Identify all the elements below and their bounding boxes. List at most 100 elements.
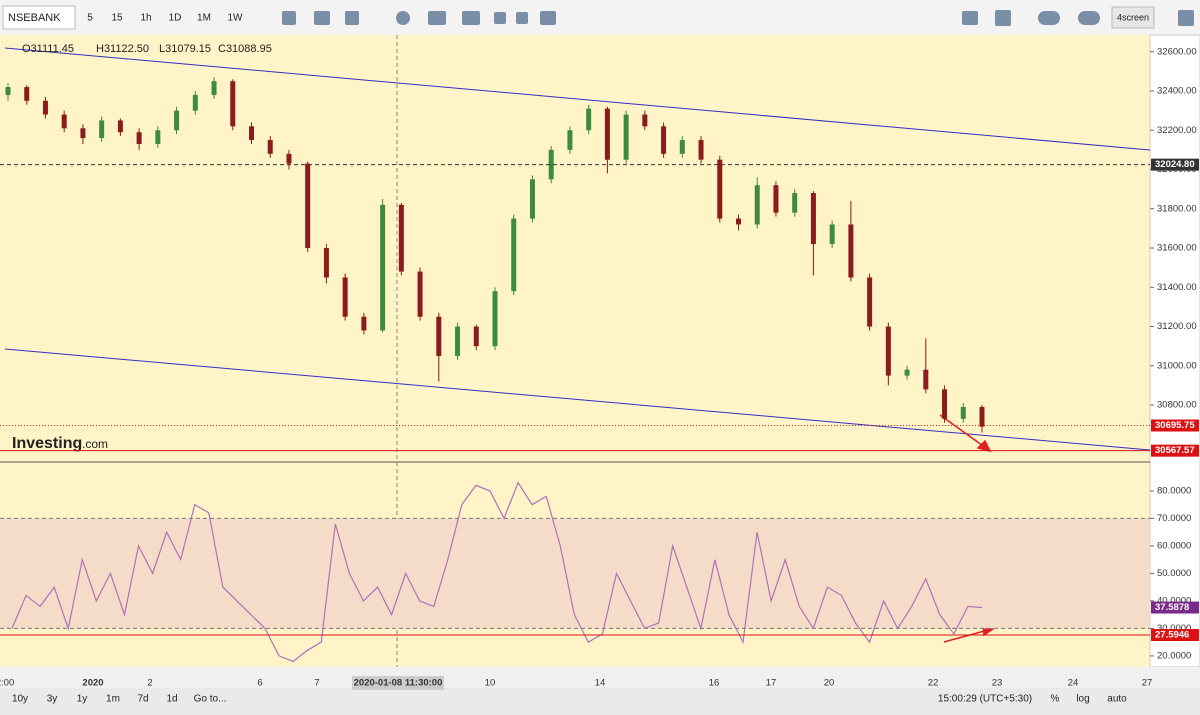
range-button[interactable]: 1m (106, 694, 120, 705)
candle-body (42, 100, 48, 115)
interval-button[interactable]: 5 (87, 13, 93, 24)
y-tick-label: 40.0000 (1157, 595, 1191, 606)
x-tick-label: 2 (147, 678, 152, 689)
range-button[interactable]: 3y (47, 694, 58, 705)
candle-body (136, 132, 142, 144)
interval-button[interactable]: 1D (169, 13, 182, 24)
scale-button[interactable]: % (1051, 694, 1060, 705)
scale-button[interactable]: log (1076, 694, 1089, 705)
candle-body (417, 271, 423, 317)
candle-body (99, 120, 105, 139)
x-tick-label: 6 (257, 678, 262, 689)
candle-body (754, 185, 760, 225)
range-button[interactable]: 7d (137, 694, 148, 705)
bottom-toolbar (0, 688, 1200, 715)
candle-body (529, 179, 535, 219)
interval-button[interactable]: 1W (228, 13, 244, 24)
range-button[interactable]: 10y (12, 694, 28, 705)
scale-button[interactable]: auto (1107, 694, 1127, 705)
range-button[interactable]: 1d (166, 694, 177, 705)
candle-body (230, 81, 236, 127)
price-label-box (1151, 629, 1199, 642)
candle-body (80, 128, 86, 139)
candle-body (942, 389, 948, 419)
candle-body (436, 316, 442, 356)
price-axis (1149, 34, 1200, 668)
x-tick-label: 14 (595, 678, 606, 689)
y-tick-label: 32600.00 (1157, 46, 1197, 57)
watermark: Investing (12, 435, 82, 452)
ohlc-value: O31111.45 (22, 43, 74, 55)
interval-button[interactable]: 1h (140, 13, 151, 24)
candle-body (192, 94, 198, 111)
candle-body (904, 369, 910, 376)
y-tick-label: 70.0000 (1157, 513, 1191, 524)
candle-body (736, 218, 741, 225)
candle-body (923, 369, 929, 390)
candle-body (679, 140, 685, 154)
candle-body (885, 326, 891, 376)
y-tick-label: 31200.00 (1157, 321, 1197, 332)
candle-body (155, 130, 161, 144)
y-tick-label: 32400.00 (1157, 86, 1197, 97)
y-tick-label: 30800.00 (1157, 400, 1197, 411)
x-tick-label: 10 (485, 678, 496, 689)
x-tick-label: 7 (314, 678, 319, 689)
symbol[interactable]: NSEBANK (8, 12, 61, 24)
candle-body (24, 87, 30, 101)
price-label-box (1151, 601, 1199, 614)
symbol-box[interactable] (2, 5, 76, 30)
x-tick-label: 23 (992, 678, 1003, 689)
x-tick-label: 16 (709, 678, 720, 689)
screens[interactable]: 4screen (1117, 12, 1149, 22)
price-pane (0, 35, 1150, 462)
candle-body (61, 114, 67, 129)
candle-body (342, 277, 348, 317)
screens-box[interactable] (1111, 6, 1155, 29)
y-tick-label: 31800.00 (1157, 203, 1197, 214)
x-tick-label: 24 (1068, 678, 1079, 689)
x-tick-label: 2:00 (0, 678, 14, 689)
y-tick-label: 32200.00 (1157, 125, 1197, 136)
candle-body (848, 224, 854, 278)
candle-body (455, 326, 461, 356)
interval-button[interactable]: 1M (197, 13, 211, 24)
candle-body (773, 185, 779, 213)
crosshair-box (352, 676, 444, 690)
candle-body (211, 81, 217, 95)
candle-body (792, 193, 798, 213)
candle-body (286, 153, 292, 164)
range-button[interactable]: Go to... (194, 694, 227, 705)
watermark: .com (82, 437, 108, 451)
rsi-band (0, 518, 1150, 629)
interval-button[interactable]: 15 (111, 13, 123, 24)
ohlc-value: L31079.15 (159, 43, 211, 55)
candle-body (604, 108, 610, 160)
price-label: 27.5946 (1155, 630, 1189, 641)
y-tick-label: 50.0000 (1157, 568, 1191, 579)
clock: 15:00:29 (UTC+5:30) (938, 694, 1032, 705)
candle-body (642, 114, 648, 127)
toolbar-icons (282, 10, 1194, 26)
x-tick-label: 27 (1142, 678, 1153, 689)
candle-body (361, 316, 367, 331)
trendline-lower (4, 348, 1151, 451)
time-axis (0, 667, 1200, 688)
price-label-box (1151, 158, 1199, 171)
candle-body (661, 126, 667, 154)
candle-body (810, 193, 816, 245)
price-label: 30567.57 (1155, 445, 1195, 456)
price-label-box (1151, 419, 1199, 432)
y-tick-label: 31000.00 (1157, 360, 1197, 371)
candle-body (380, 204, 386, 331)
crosshair-label: 2020-01-08 11:30:00 (354, 678, 443, 689)
candle-body (398, 204, 404, 272)
rsi-line (11, 481, 983, 663)
y-tick-label: 20.0000 (1157, 650, 1191, 661)
range-button[interactable]: 1y (77, 694, 88, 705)
candle-body (829, 224, 835, 245)
y-tick-label: 30.0000 (1157, 623, 1191, 634)
candle-body (717, 159, 723, 219)
candle-body (623, 114, 629, 160)
